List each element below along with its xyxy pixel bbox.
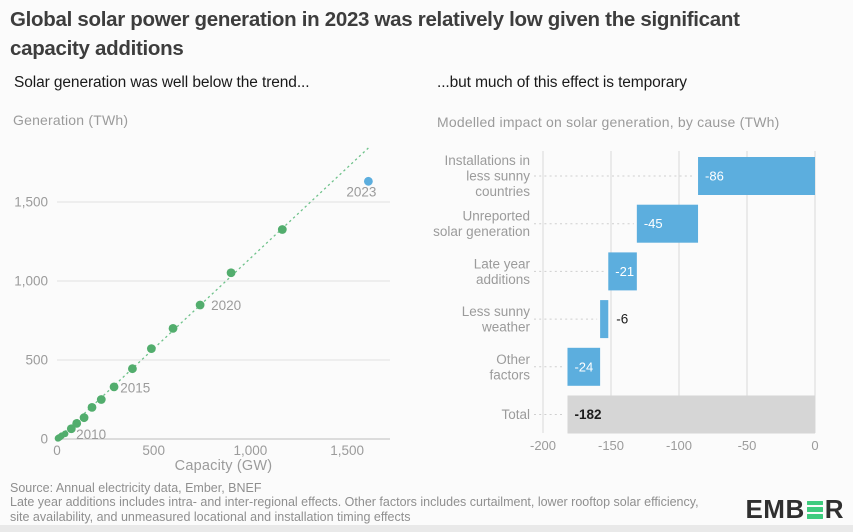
x-tick-label: 1,500	[330, 443, 364, 458]
bar-value-label: -182	[574, 407, 601, 422]
bar	[600, 300, 609, 339]
x-tick-label: 0	[53, 443, 61, 458]
point-year-label: 2023	[346, 184, 376, 199]
ember-logo: EMB R	[745, 494, 844, 525]
bottom-border	[0, 525, 853, 532]
category-label: Total	[501, 407, 530, 422]
x-tick-label: -200	[530, 438, 556, 453]
category-label: Other factors	[489, 352, 530, 383]
data-point	[96, 395, 106, 404]
data-point	[128, 364, 137, 374]
point-year-label: 2010	[76, 427, 106, 442]
bar	[698, 157, 815, 195]
bar-value-label: -24	[574, 359, 593, 374]
category-label: Less sunny weather	[462, 304, 531, 335]
category-label: Installations in less sunny countries	[444, 153, 530, 199]
bar	[567, 395, 815, 434]
x-tick-label: 0	[811, 438, 818, 453]
y-tick-label: 1,000	[14, 274, 48, 289]
data-point	[66, 424, 76, 434]
data-point	[72, 418, 82, 428]
point-year-label: 2015	[120, 381, 150, 396]
footer-note: Late year additions includes intra- and …	[10, 495, 699, 524]
point-year-label: 2020	[211, 298, 241, 313]
data-point-2023	[363, 176, 373, 186]
category-label: Unreported solar generation	[433, 209, 530, 240]
data-point	[87, 403, 97, 412]
data-point	[168, 324, 178, 333]
waterfall-chart: -200 -150 -100 -50 0 -86 Installations in less …	[433, 151, 819, 453]
data-point	[79, 413, 89, 423]
data-point	[61, 430, 69, 438]
footer-source: Source: Annual electricity data, Ember, …	[10, 481, 262, 495]
right-chart-subtitle: ...but much of this effect is temporary	[437, 74, 687, 91]
data-point	[195, 300, 205, 310]
right-chart-title: Modelled impact on solar generation, by …	[437, 114, 780, 130]
capacity-axis-title: Capacity (GW)	[174, 458, 273, 474]
data-point	[277, 225, 287, 234]
data-point	[226, 268, 236, 278]
bar-value-label: -86	[705, 169, 724, 184]
logo-text-r: R	[824, 494, 844, 524]
trend-line	[56, 147, 369, 440]
x-tick-label: -50	[738, 438, 757, 453]
data-point	[146, 344, 156, 354]
y-tick-label: 1,500	[14, 195, 48, 210]
triple-bar-e-icon	[806, 500, 823, 519]
bar-value-label: -6	[616, 312, 628, 327]
bar	[636, 204, 699, 243]
x-tick-label: -150	[598, 438, 624, 453]
x-tick-label: -100	[666, 438, 692, 453]
bar-value-label: -21	[615, 264, 634, 279]
x-tick-label: 1,000	[234, 443, 268, 458]
bar	[567, 347, 601, 386]
scatter-chart: 0 500 1,000 1,500 0 500 1,000 1,500 2010 2015 2020…	[14, 147, 390, 458]
generation-axis-title: Generation (TWh)	[13, 112, 129, 128]
page-title: Global solar power generation in 2023 wa…	[10, 8, 740, 60]
data-point	[109, 382, 119, 392]
x-tick-label: 500	[142, 443, 165, 458]
logo-text-emb: EMB	[745, 494, 805, 524]
y-tick-label: 500	[25, 353, 48, 368]
y-tick-label: 0	[40, 432, 48, 447]
bar-value-label: -45	[644, 216, 663, 231]
bar	[608, 252, 637, 291]
category-label: Late year additions	[474, 256, 531, 287]
left-chart-subtitle: Solar generation was well below the tren…	[14, 74, 310, 91]
